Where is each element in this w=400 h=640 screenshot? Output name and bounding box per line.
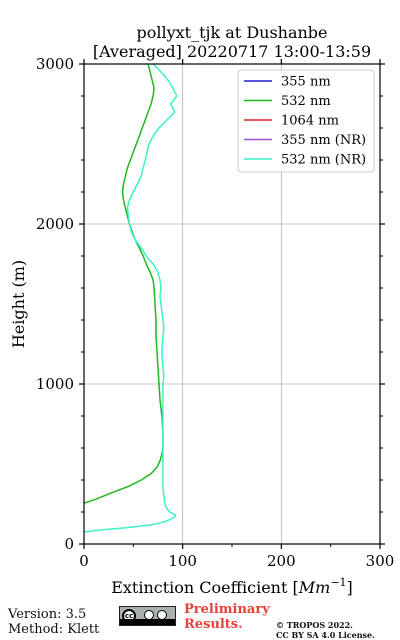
chart-title-line-1: pollyxt_tjk at Dushanbe <box>136 23 327 42</box>
preliminary-line-2: Results. <box>184 617 243 632</box>
x-axis-label: Extinction Coefficient [Mm−1] <box>111 576 353 597</box>
x-axis-label-unit: Mm <box>298 578 331 597</box>
legend-label: 355 nm <box>281 75 331 90</box>
legend-label: 532 nm (NR) <box>281 153 366 168</box>
chart-title-line-2: [Averaged] 20220717 13:00-13:59 <box>93 42 371 61</box>
y-tick-label: 1000 <box>36 375 74 393</box>
legend-box <box>237 69 375 173</box>
y-tick-label: 2000 <box>36 215 74 233</box>
x-axis-label-main: Extinction Coefficient [ <box>111 578 299 597</box>
plot-frame <box>83 63 381 545</box>
legend-label: 355 nm (NR) <box>281 133 366 148</box>
x-axis-label-exponent: −1 <box>330 576 346 589</box>
x-tick-label: 0 <box>79 552 89 570</box>
extinction-chart: pollyxt_tjk at Dushanbe [Averaged] 20220… <box>9 23 395 597</box>
x-tick-label: 200 <box>267 552 296 570</box>
series-line-1 <box>83 63 164 504</box>
series-lines <box>83 63 178 533</box>
copyright-line-1: © TROPOS 2022. <box>276 620 353 630</box>
legend-label: 532 nm <box>281 94 331 109</box>
series-line-4 <box>83 63 178 533</box>
copyright-line-2: CC BY SA 4.0 License. <box>276 630 375 640</box>
cc-license-badge: cc <box>119 606 176 626</box>
cc-badge-strip <box>120 619 175 625</box>
preliminary-line-1: Preliminary <box>184 602 270 617</box>
y-axis-label: Height (m) <box>9 260 28 348</box>
copyright-note: © TROPOS 2022. CC BY SA 4.0 License. <box>276 620 375 640</box>
version-text: Version: 3.5 <box>8 607 87 622</box>
y-tick-label: 0 <box>64 535 74 553</box>
method-text: Method: Klett <box>8 622 100 637</box>
legend: 355 nm 532 nm 1064 nm 355 nm (NR) 532 nm (NR… <box>237 69 375 173</box>
x-tick-label: 100 <box>168 552 197 570</box>
x-tick-label: 300 <box>366 552 395 570</box>
y-tick-label: 3000 <box>36 55 74 73</box>
preliminary-results-note: Preliminary Results. <box>184 602 270 632</box>
legend-label: 1064 nm <box>281 114 339 129</box>
x-axis-label-close: ] <box>347 578 353 597</box>
